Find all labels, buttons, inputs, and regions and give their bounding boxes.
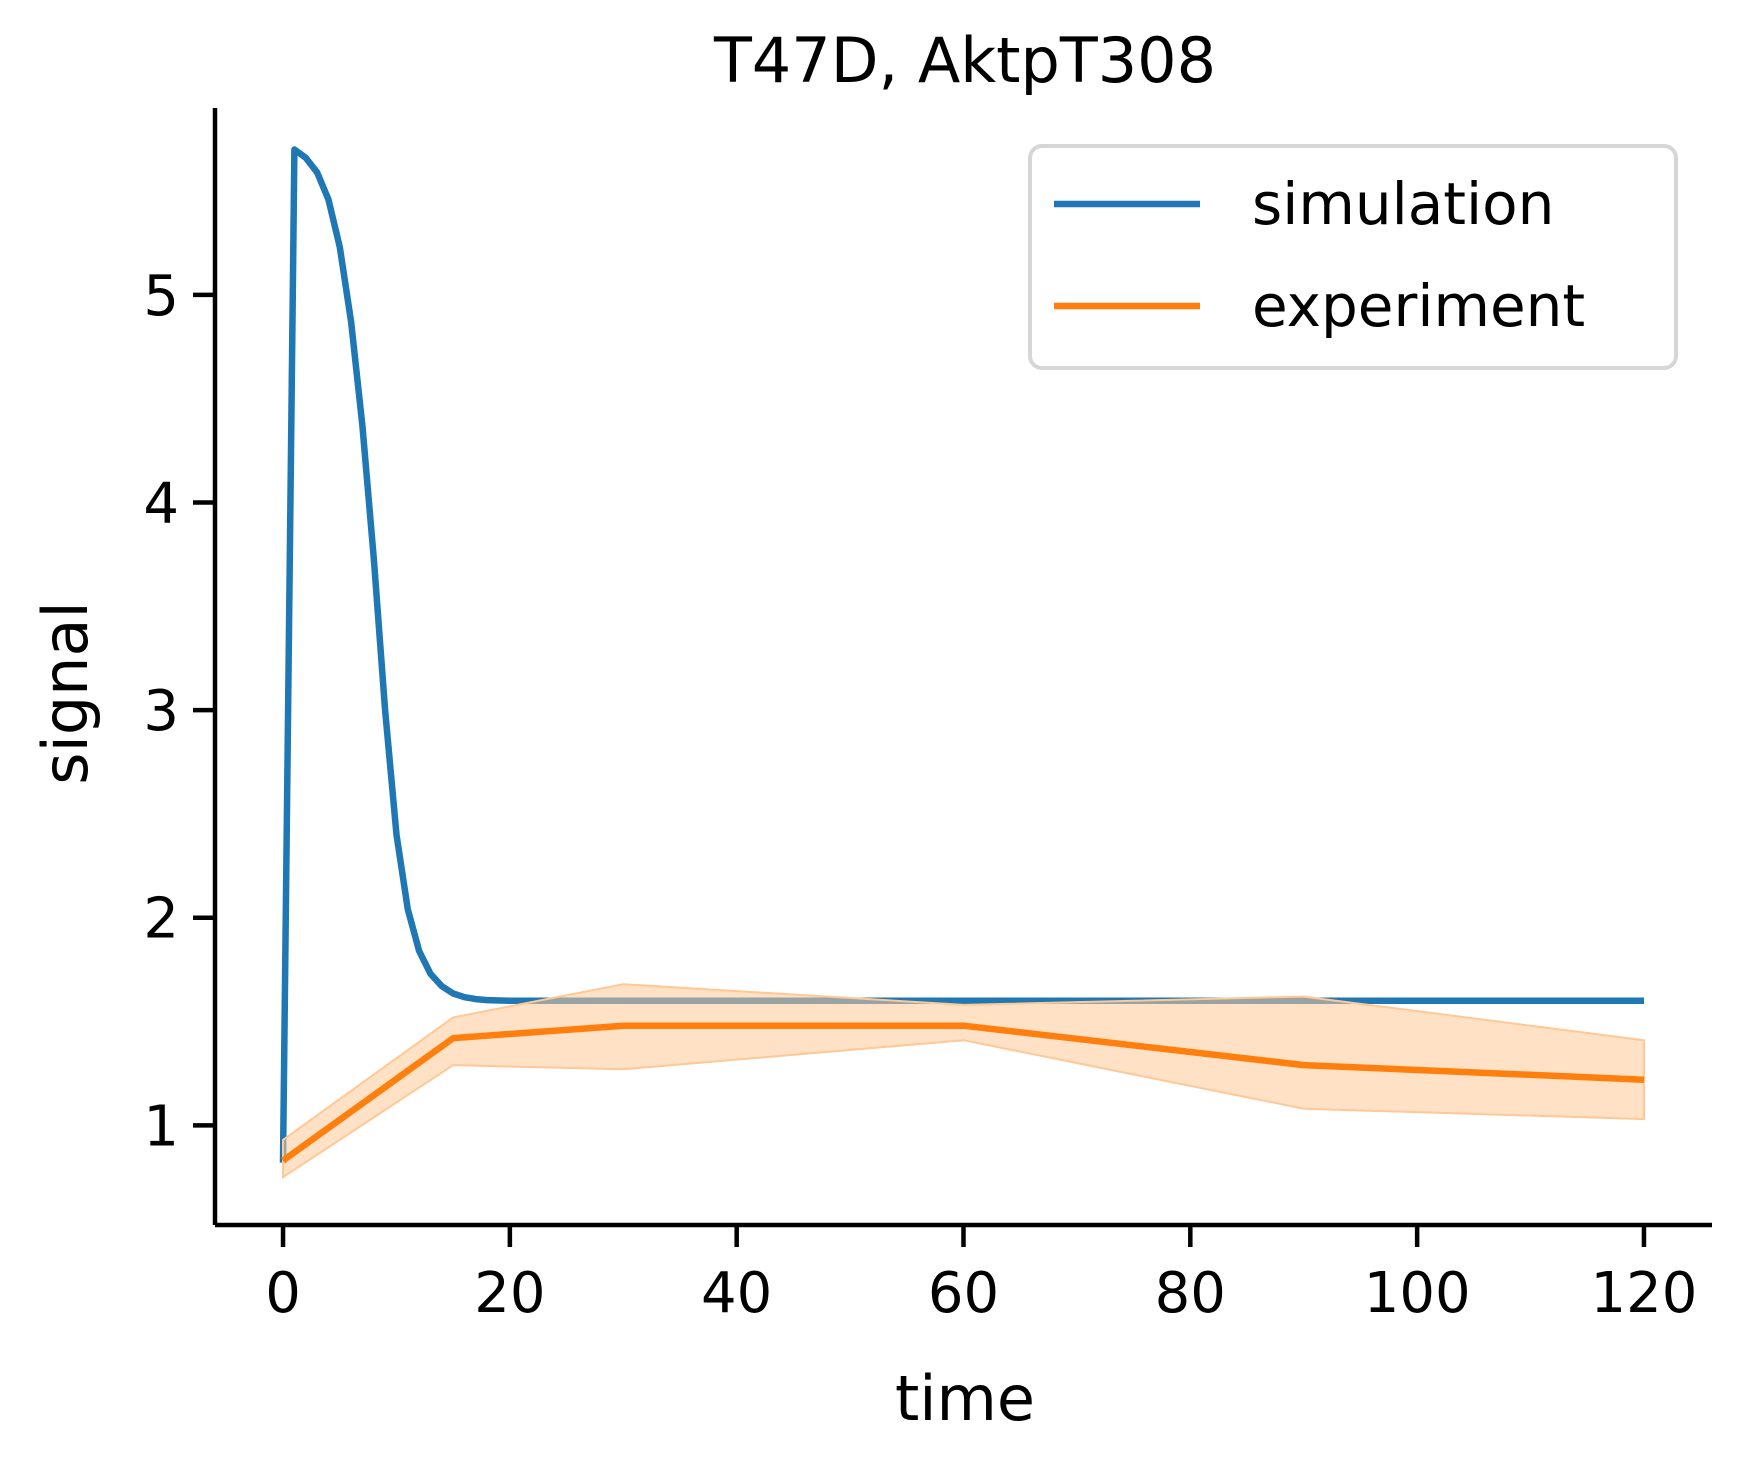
experiment-line <box>281 1022 1645 1164</box>
y-tick-label: 5 <box>143 264 179 329</box>
axes: 0 20 40 60 80 100 120 1 2 3 4 5 <box>143 108 1712 1326</box>
x-tick-label: 100 <box>1364 1261 1471 1326</box>
x-tick-label: 80 <box>1155 1261 1226 1326</box>
x-tick-label: 60 <box>928 1261 999 1326</box>
y-tick-label: 4 <box>143 471 179 536</box>
y-axis-title: signal <box>29 601 102 784</box>
x-axis-title: time <box>895 1362 1035 1435</box>
experiment-band <box>282 983 1645 1180</box>
y-tick-label: 1 <box>143 1094 179 1159</box>
y-tick-label: 2 <box>143 887 179 952</box>
x-tick-label: 120 <box>1591 1261 1698 1326</box>
legend-label-simulation: simulation <box>1252 170 1554 238</box>
y-tick-label: 3 <box>143 679 179 744</box>
x-tick-label: 40 <box>701 1261 772 1326</box>
x-tick-label: 20 <box>474 1261 545 1326</box>
x-tick-label: 0 <box>265 1261 301 1326</box>
plot-area <box>279 146 1645 1180</box>
legend-label-experiment: experiment <box>1252 272 1585 340</box>
chart-title: T47D, AktpT308 <box>713 24 1216 97</box>
legend: simulation experiment <box>1028 144 1678 370</box>
